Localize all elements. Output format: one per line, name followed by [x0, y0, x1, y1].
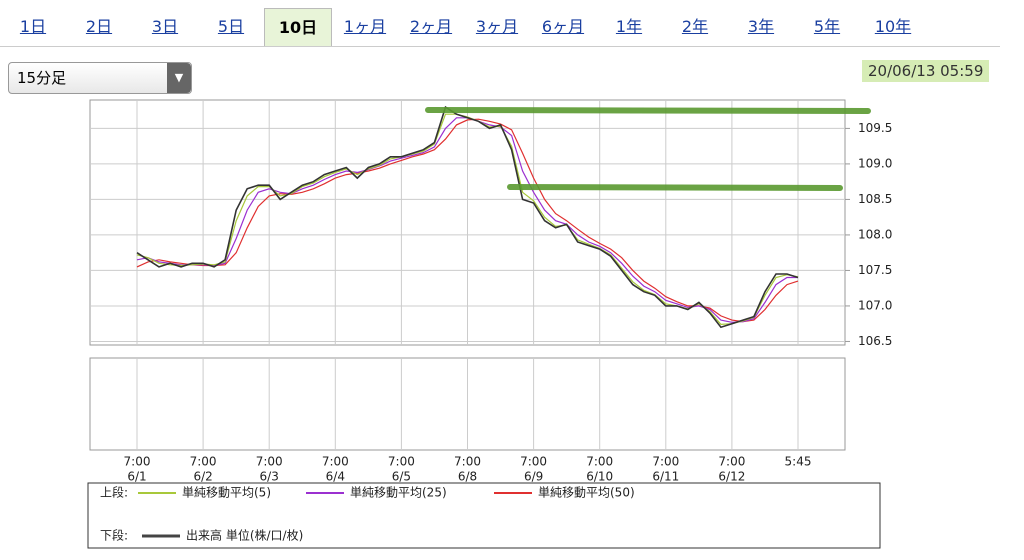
range-tab[interactable]: 5日: [217, 17, 245, 36]
y-tick-label: 106.5: [858, 334, 892, 348]
price-line: [136, 118, 799, 323]
x-tick-time: 7:00: [586, 455, 613, 469]
x-tick-time: 7:00: [322, 455, 349, 469]
range-tab[interactable]: 3ヶ月: [475, 17, 519, 36]
x-tick-time: 7:00: [454, 455, 481, 469]
x-tick-date: 6/11: [652, 470, 679, 484]
x-tick-time: 5:45: [785, 455, 812, 469]
y-tick-label: 107.0: [858, 298, 892, 312]
legend-label: 単純移動平均(25): [350, 486, 447, 500]
x-tick-time: 7:00: [190, 455, 217, 469]
x-tick-time: 7:00: [718, 455, 745, 469]
x-tick-date: 6/5: [392, 470, 411, 484]
y-tick-label: 108.0: [858, 227, 892, 241]
x-tick-date: 6/9: [524, 470, 543, 484]
range-tab[interactable]: 10日: [264, 8, 332, 46]
y-tick-label: 108.5: [858, 192, 892, 206]
annotation-stroke: [507, 184, 843, 191]
legend-box: [87, 482, 881, 549]
range-tab[interactable]: 2日: [85, 17, 113, 36]
range-tab[interactable]: 3年: [747, 17, 775, 36]
x-tick-date: 6/8: [458, 470, 477, 484]
lower-legend-label: 下段:: [100, 528, 128, 543]
x-tick-date: 6/3: [260, 470, 279, 484]
price-line: [136, 105, 799, 329]
range-tab[interactable]: 2ヶ月: [409, 17, 453, 36]
timestamp: 20/06/13 05:59: [862, 60, 990, 82]
upper-legend-label: 上段:: [100, 485, 128, 500]
volume-legend-label: 出来高 単位(株/口/枚): [186, 528, 303, 543]
annotation-stroke: [425, 107, 871, 114]
x-tick-date: 6/10: [586, 470, 613, 484]
interval-dropdown[interactable]: 15分足 ▼: [8, 62, 192, 94]
x-tick-time: 7:00: [256, 455, 283, 469]
x-tick-time: 7:00: [520, 455, 547, 469]
range-tab[interactable]: 6ヶ月: [541, 17, 585, 36]
x-tick-time: 7:00: [652, 455, 679, 469]
x-tick-time: 7:00: [388, 455, 415, 469]
dropdown-label: 15分足: [17, 69, 67, 87]
x-tick-date: 6/4: [326, 470, 345, 484]
y-tick-label: 107.5: [858, 263, 892, 277]
range-tab[interactable]: 5年: [813, 17, 841, 36]
range-tab[interactable]: 1ヶ月: [343, 17, 387, 36]
range-tab[interactable]: 2年: [681, 17, 709, 36]
range-tab[interactable]: 1日: [19, 17, 47, 36]
range-tab[interactable]: 10年: [874, 17, 912, 36]
x-tick-date: 6/1: [127, 470, 146, 484]
x-tick-date: 6/2: [193, 470, 212, 484]
range-tab[interactable]: 3日: [151, 17, 179, 36]
dropdown-arrow: ▼: [167, 63, 191, 93]
legend-label: 単純移動平均(5): [182, 486, 271, 500]
range-tab[interactable]: 1年: [615, 17, 643, 36]
tab-bar: 1日 2日 3日 5日 10日 1ヶ月 2ヶ月 3ヶ月 6ヶ月 1年 2年 3年 5年 10年: [0, 8, 1000, 47]
legend-label: 単純移動平均(50): [538, 486, 635, 500]
y-tick-label: 109.0: [858, 156, 892, 170]
x-tick-time: 7:00: [124, 455, 151, 469]
y-tick-label: 109.5: [858, 121, 892, 135]
x-tick-date: 6/12: [718, 470, 745, 484]
